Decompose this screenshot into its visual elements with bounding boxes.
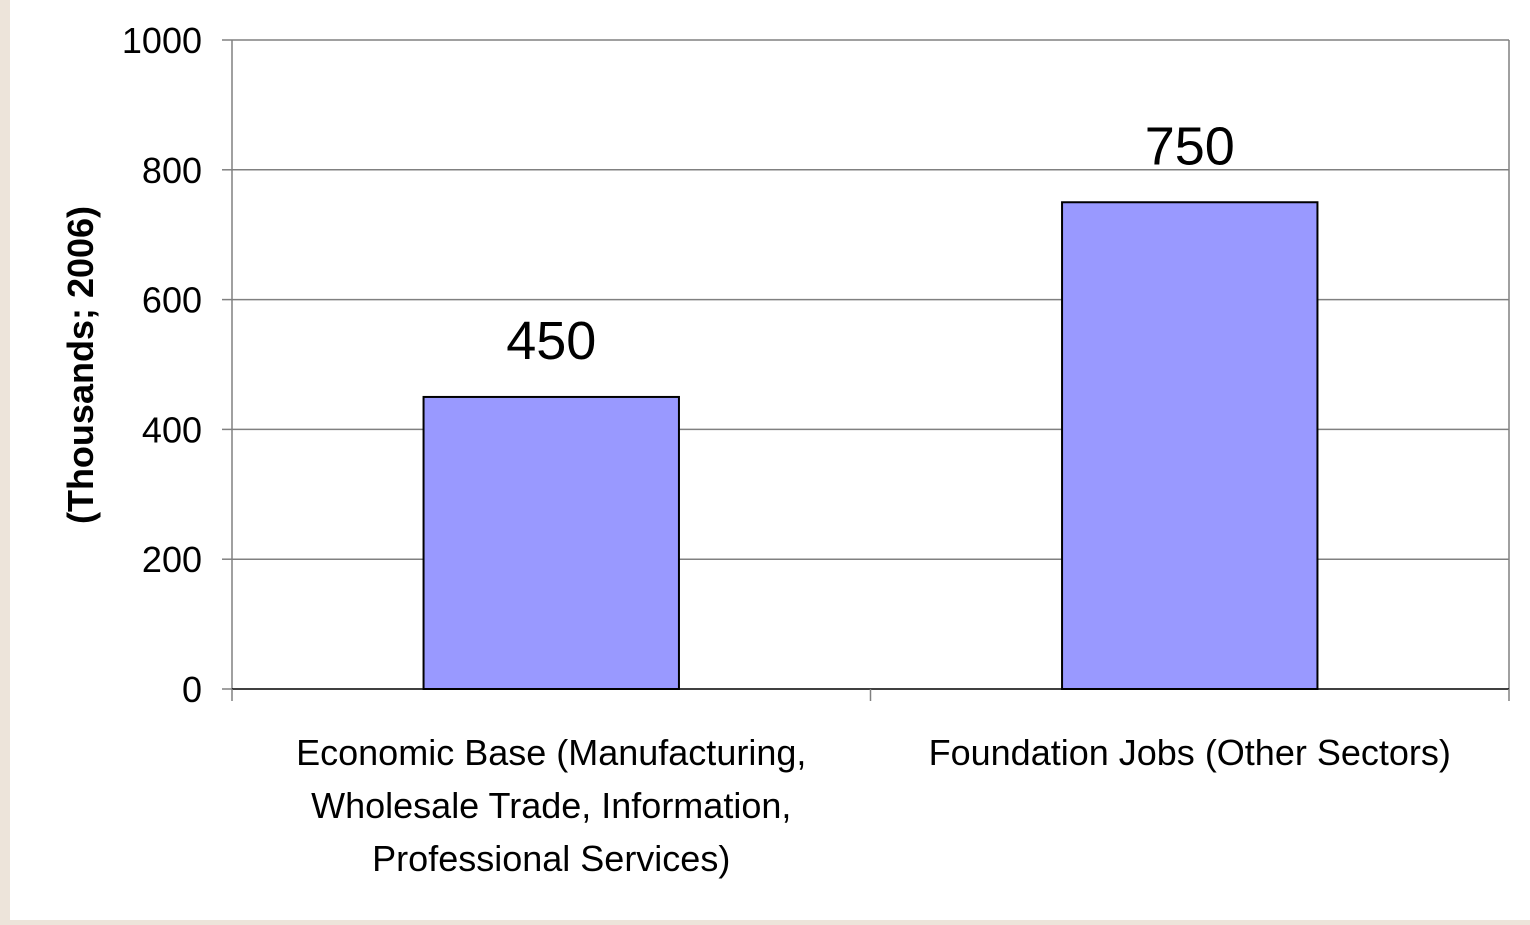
- data-label: 450: [506, 311, 596, 371]
- data-label: 750: [1145, 116, 1235, 176]
- x-category-label-line: Economic Base (Manufacturing,: [296, 732, 806, 773]
- bar: [422, 395, 680, 690]
- bars: [422, 201, 1319, 690]
- x-category-label: Economic Base (Manufacturing, Wholesale T…: [296, 732, 806, 879]
- y-tick-label: 1000: [122, 20, 202, 61]
- bar: [1061, 201, 1319, 690]
- y-tick-label: 200: [142, 539, 202, 580]
- x-category-label: Foundation Jobs (Other Sectors): [929, 732, 1451, 773]
- y-tick-label: 600: [142, 280, 202, 321]
- chart-panel: 0 200 400 600 800 1000 450 Economic Base (Manuf…: [10, 0, 1530, 920]
- bar-chart: 0 200 400 600 800 1000 450 Economic Base (Manuf…: [60, 20, 1510, 879]
- y-axis-label: (Thousands; 2006): [60, 206, 101, 524]
- y-tick-label: 400: [142, 409, 202, 450]
- y-tick-label: 0: [182, 669, 202, 710]
- x-category-label-line: Wholesale Trade, Information,: [311, 785, 791, 826]
- labels: 0 200 400 600 800 1000 450 Economic Base (Manuf…: [122, 20, 1451, 879]
- y-tick-label: 800: [142, 150, 202, 191]
- x-category-label-line: Professional Services): [372, 838, 730, 879]
- axes: [222, 39, 1510, 701]
- x-category-label-line: Foundation Jobs (Other Sectors): [929, 732, 1451, 773]
